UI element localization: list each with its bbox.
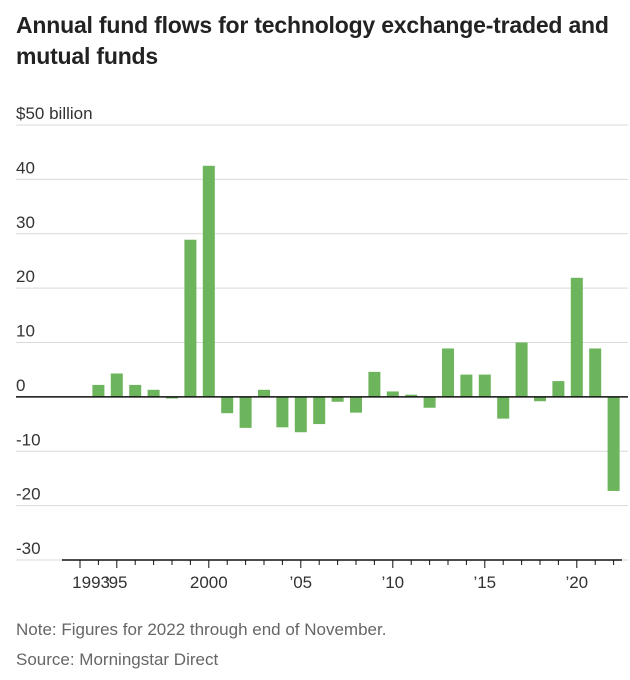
- bar-2000: [202, 165, 215, 397]
- bar-1997: [147, 389, 160, 397]
- bar-2021: [589, 348, 602, 397]
- x-axis: [16, 396, 628, 568]
- gridlines: [16, 124, 628, 561]
- bar-2013: [442, 348, 454, 397]
- x-tick-label: ’20: [565, 573, 588, 592]
- y-unit-label: $50 billion: [16, 104, 93, 123]
- y-tick-label: 10: [16, 322, 35, 341]
- chart-title: Annual fund flows for technology exchang…: [16, 12, 609, 69]
- y-tick-label: -20: [16, 485, 41, 504]
- bar-2015: [478, 374, 491, 397]
- chart-note: Note: Figures for 2022 through end of No…: [16, 620, 387, 639]
- bar-2016: [497, 396, 510, 419]
- y-tick-label: 0: [16, 376, 25, 395]
- bar-2014: [460, 374, 473, 397]
- bar-1994: [92, 384, 105, 397]
- bar-2012: [423, 396, 436, 408]
- x-tick-label: ’05: [289, 573, 312, 592]
- bar-2006: [313, 396, 326, 425]
- bar-chart: $50 billion 40 30 20 10 0 -10 -20 -30 1993’95 200…: [16, 104, 628, 592]
- y-tick-label: 30: [16, 213, 35, 232]
- bar-2008: [350, 396, 362, 413]
- bar-2009: [368, 371, 381, 397]
- bar-2010: [386, 391, 399, 397]
- y-axis-labels: $50 billion 40 30 20 10 0 -10 -20 -30: [16, 104, 93, 558]
- bar-2022: [607, 396, 620, 491]
- chart-source: Source: Morningstar Direct: [16, 650, 219, 669]
- bar-2003: [258, 389, 270, 397]
- x-tick-label: 2000: [190, 573, 228, 592]
- bar-2007: [331, 396, 344, 402]
- bars: [92, 165, 620, 491]
- y-tick-label: -10: [16, 430, 41, 449]
- bar-2019: [552, 381, 565, 397]
- x-tick-label: ’15: [473, 573, 496, 592]
- bar-2004: [276, 396, 289, 428]
- bar-2011: [405, 394, 418, 397]
- y-tick-label: 40: [16, 158, 35, 177]
- y-tick-label: 20: [16, 267, 35, 286]
- bar-2005: [294, 396, 307, 433]
- x-tick-label: ’95: [105, 573, 128, 592]
- bar-2020: [570, 277, 583, 397]
- y-tick-label: -30: [16, 539, 41, 558]
- bar-1999: [184, 239, 197, 397]
- bar-1998: [166, 396, 178, 399]
- x-tick-label: ’10: [381, 573, 404, 592]
- x-tick-label: 1993: [72, 573, 110, 592]
- bar-2017: [515, 342, 528, 397]
- bar-1996: [129, 384, 142, 397]
- bar-2002: [239, 396, 252, 428]
- bar-2018: [534, 396, 546, 402]
- bar-2001: [221, 396, 234, 414]
- bar-1995: [110, 373, 123, 397]
- x-axis-labels: 1993’95 2000 ’05 ’10 ’15 ’20: [72, 573, 588, 592]
